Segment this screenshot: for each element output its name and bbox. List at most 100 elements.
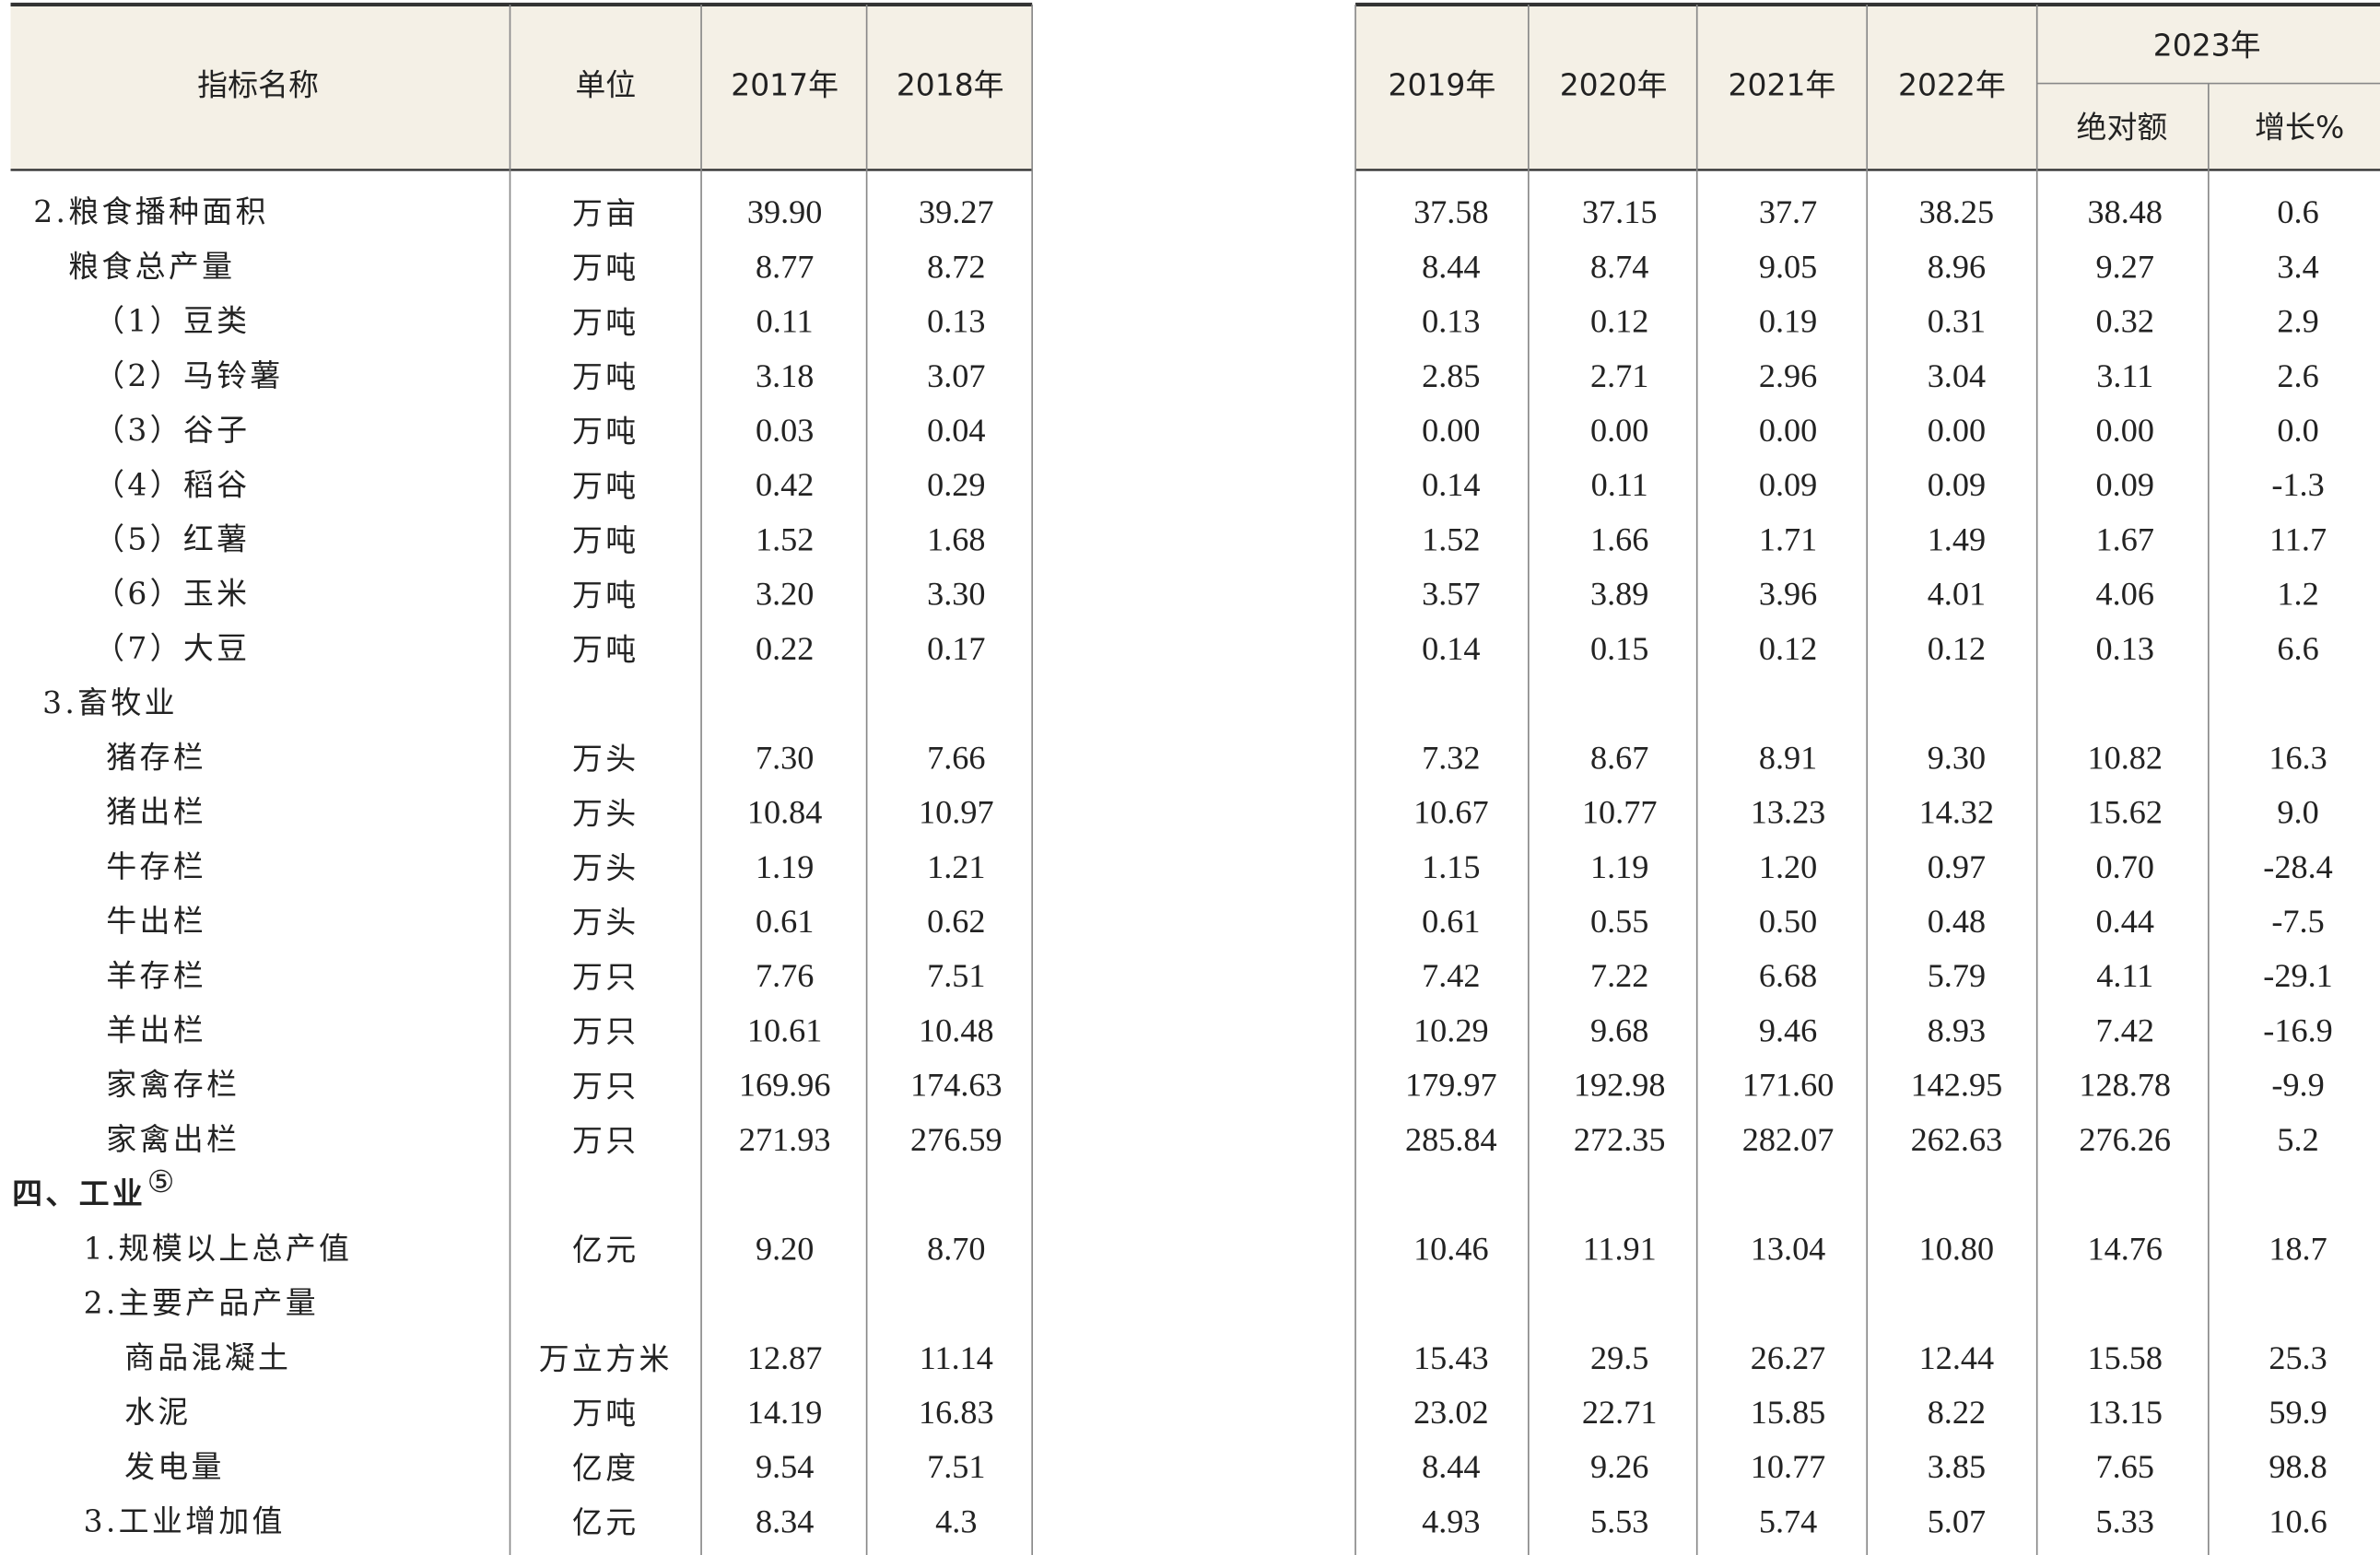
value-cell: -7.5 xyxy=(2271,903,2324,940)
value-cell: 9.05 xyxy=(1759,248,1817,285)
value-cell: 6.6 xyxy=(2277,630,2318,667)
value-cell: 3.96 xyxy=(1759,576,1817,613)
value-cell: 10.46 xyxy=(1413,1230,1489,1267)
row-name: 猪存栏 xyxy=(106,739,206,775)
row-name: 牛存栏 xyxy=(106,848,206,884)
row-name: 牛出栏 xyxy=(106,903,206,939)
value-cell: 98.8 xyxy=(2269,1448,2327,1485)
row-name: 3.畜牧业 xyxy=(42,684,178,720)
value-cell: 1.19 xyxy=(1590,848,1648,885)
row-name: 羊存栏 xyxy=(106,957,206,993)
value-cell: 5.2 xyxy=(2277,1121,2318,1158)
value-cell: 0.13 xyxy=(927,303,985,340)
value-cell: 1.66 xyxy=(1590,520,1648,557)
value-cell: 13.15 xyxy=(2087,1394,2163,1431)
value-cell: 0.48 xyxy=(1928,903,1986,940)
row-name: 羊出栏 xyxy=(106,1012,206,1048)
value-cell: 26.27 xyxy=(1751,1339,1826,1376)
value-cell: 7.42 xyxy=(1422,957,1480,994)
value-cell: 1.2 xyxy=(2277,576,2318,613)
value-cell: 1.71 xyxy=(1759,520,1817,557)
value-cell: 4.3 xyxy=(935,1502,977,1539)
header-bg xyxy=(10,4,1033,170)
value-cell: 169.96 xyxy=(739,1067,831,1104)
unit-cell: 万吨 xyxy=(572,359,639,395)
value-cell: 10.97 xyxy=(919,794,994,831)
header-cell: 绝对额 xyxy=(2077,109,2168,145)
value-cell: 179.97 xyxy=(1405,1067,1497,1104)
value-cell: 276.26 xyxy=(2079,1121,2171,1158)
value-cell: 8.67 xyxy=(1590,739,1648,776)
value-cell: 8.93 xyxy=(1928,1011,1986,1048)
value-cell: 0.12 xyxy=(1928,630,1986,667)
row-name: 发电量 xyxy=(124,1448,225,1484)
value-cell: 0.97 xyxy=(1928,848,1986,885)
value-cell: 13.04 xyxy=(1751,1230,1826,1267)
unit-cell: 万只 xyxy=(572,1013,639,1049)
value-cell: 5.79 xyxy=(1928,957,1986,994)
value-cell: 0.22 xyxy=(756,630,814,667)
unit-cell: 万吨 xyxy=(572,1396,639,1432)
row-name: （7）大豆 xyxy=(94,630,250,666)
unit-cell: 万吨 xyxy=(572,414,639,450)
value-cell: 8.96 xyxy=(1928,248,1986,285)
value-cell: 3.11 xyxy=(2096,357,2153,394)
unit-cell: 万立方米 xyxy=(539,1340,673,1376)
value-cell: 29.5 xyxy=(1590,1339,1648,1376)
value-cell: 4.06 xyxy=(2096,576,2154,613)
value-cell: 39.27 xyxy=(919,193,994,230)
value-cell: 5.74 xyxy=(1759,1502,1817,1539)
value-cell: 5.33 xyxy=(2096,1502,2154,1539)
value-cell: 0.42 xyxy=(756,466,814,503)
value-cell: 10.61 xyxy=(747,1011,823,1048)
value-cell: 0.44 xyxy=(2096,903,2154,940)
unit-cell: 万吨 xyxy=(572,632,639,668)
value-cell: 15.58 xyxy=(2087,1339,2163,1376)
value-cell: 23.02 xyxy=(1413,1394,1489,1431)
value-cell: 16.3 xyxy=(2269,739,2327,776)
value-cell: 10.29 xyxy=(1413,1011,1489,1048)
value-cell: 276.59 xyxy=(910,1121,1002,1158)
value-cell: 8.72 xyxy=(927,248,985,285)
value-cell: 0.00 xyxy=(1759,412,1817,449)
value-cell: 3.07 xyxy=(927,357,985,394)
value-cell: 0.31 xyxy=(1928,303,1986,340)
value-cell: 142.95 xyxy=(1911,1067,2003,1104)
value-cell: 10.48 xyxy=(919,1011,994,1048)
value-cell: 13.23 xyxy=(1751,794,1826,831)
unit-cell: 万只 xyxy=(572,959,639,995)
value-cell: 262.63 xyxy=(1911,1121,2003,1158)
value-cell: 1.19 xyxy=(756,848,814,885)
value-cell: 0.00 xyxy=(1590,412,1648,449)
value-cell: 7.65 xyxy=(2096,1448,2154,1485)
value-cell: 9.0 xyxy=(2277,794,2318,831)
value-cell: 0.17 xyxy=(927,630,985,667)
value-cell: 1.67 xyxy=(2096,520,2154,557)
header-cell: 2023年 xyxy=(2153,28,2261,64)
value-cell: 39.90 xyxy=(747,193,823,230)
value-cell: 10.84 xyxy=(747,794,823,831)
value-cell: 37.15 xyxy=(1582,193,1658,230)
unit-cell: 万头 xyxy=(572,795,639,831)
value-cell: 0.55 xyxy=(1590,903,1648,940)
value-cell: 2.6 xyxy=(2277,357,2318,394)
header-cell: 2018年 xyxy=(897,66,1004,102)
value-cell: 0.6 xyxy=(2277,193,2318,230)
value-cell: 0.19 xyxy=(1759,303,1817,340)
row-name: 家禽存栏 xyxy=(106,1067,240,1103)
value-cell: 3.57 xyxy=(1422,576,1480,613)
value-cell: 10.67 xyxy=(1413,794,1489,831)
value-cell: -29.1 xyxy=(2263,957,2332,994)
value-cell: 7.30 xyxy=(756,739,814,776)
value-cell: 11.14 xyxy=(920,1339,993,1376)
value-cell: 0.32 xyxy=(2096,303,2154,340)
value-cell: -1.3 xyxy=(2271,466,2324,503)
value-cell: 128.78 xyxy=(2079,1067,2171,1104)
row-name: 3.工业增加值 xyxy=(84,1502,286,1538)
value-cell: 14.76 xyxy=(2087,1230,2163,1267)
value-cell: 8.44 xyxy=(1422,248,1480,285)
value-cell: 4.01 xyxy=(1928,576,1986,613)
value-cell: 16.83 xyxy=(919,1394,994,1431)
value-cell: 0.12 xyxy=(1590,303,1648,340)
